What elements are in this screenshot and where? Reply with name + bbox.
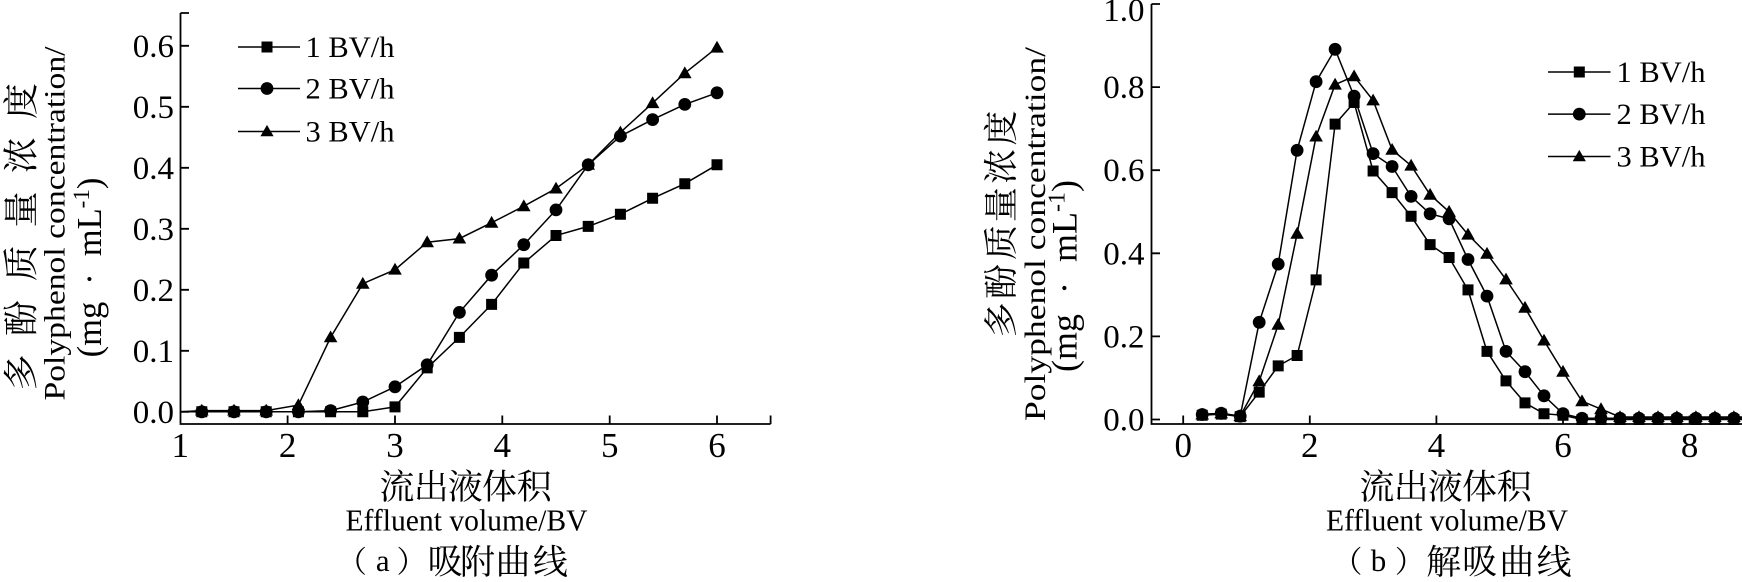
- svg-text:1: 1: [172, 426, 190, 465]
- svg-text:0.3: 0.3: [133, 212, 174, 248]
- svg-text:0.2: 0.2: [133, 273, 174, 309]
- svg-text:2 BV/h: 2 BV/h: [306, 73, 395, 106]
- svg-text:1.0: 1.0: [1103, 0, 1144, 29]
- svg-text:0.6: 0.6: [1103, 153, 1144, 189]
- svg-text:2 BV/h: 2 BV/h: [1617, 98, 1706, 131]
- svg-text:0.0: 0.0: [1103, 403, 1144, 439]
- svg-text:Polyphenol concentration/: Polyphenol concentration/: [40, 46, 72, 401]
- svg-text:4: 4: [494, 426, 512, 465]
- svg-text:0.4: 0.4: [133, 151, 174, 187]
- svg-text:0.5: 0.5: [133, 90, 174, 126]
- svg-text:2: 2: [279, 426, 297, 465]
- svg-text:8: 8: [1681, 426, 1699, 465]
- svg-text:0.6: 0.6: [133, 29, 174, 65]
- svg-text:0.8: 0.8: [1103, 70, 1144, 106]
- svg-text:6: 6: [708, 426, 726, 465]
- svg-text:a: a: [376, 543, 390, 577]
- svg-text:3 BV/h: 3 BV/h: [306, 116, 395, 149]
- svg-text:0.2: 0.2: [1103, 319, 1144, 355]
- svg-text:5: 5: [601, 426, 619, 465]
- svg-text:0: 0: [1174, 426, 1192, 465]
- svg-text:0.0: 0.0: [133, 395, 174, 431]
- svg-text:1 BV/h: 1 BV/h: [1617, 56, 1706, 89]
- svg-text:Effluent volume/BV: Effluent volume/BV: [346, 504, 588, 538]
- svg-text:6: 6: [1554, 426, 1572, 465]
- svg-text:Polyphenol concentration/: Polyphenol concentration/: [1020, 46, 1052, 421]
- svg-text:1 BV/h: 1 BV/h: [306, 31, 395, 64]
- svg-text:3: 3: [386, 426, 404, 465]
- svg-text:0.1: 0.1: [133, 334, 174, 370]
- svg-text:4: 4: [1428, 426, 1446, 465]
- svg-text:b: b: [1371, 543, 1387, 577]
- svg-text:Effluent volume/BV: Effluent volume/BV: [1326, 504, 1568, 538]
- svg-text:0.4: 0.4: [1103, 236, 1144, 272]
- svg-text:2: 2: [1301, 426, 1319, 465]
- svg-text:3 BV/h: 3 BV/h: [1617, 141, 1706, 174]
